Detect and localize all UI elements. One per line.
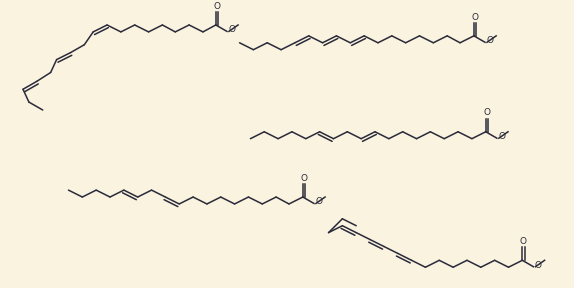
Text: O: O bbox=[483, 108, 490, 118]
Text: O: O bbox=[520, 237, 527, 246]
Text: O: O bbox=[535, 261, 542, 270]
Text: O: O bbox=[300, 174, 308, 183]
Text: O: O bbox=[228, 25, 235, 35]
Text: O: O bbox=[316, 198, 323, 206]
Text: O: O bbox=[471, 12, 479, 22]
Text: O: O bbox=[487, 36, 494, 45]
Text: O: O bbox=[214, 2, 220, 11]
Text: O: O bbox=[498, 132, 505, 141]
